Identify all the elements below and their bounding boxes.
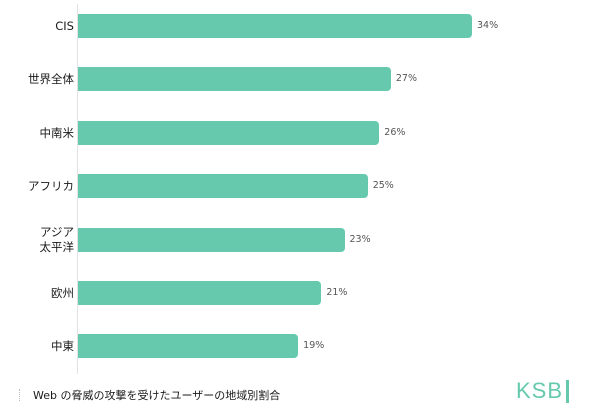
caption-marker	[19, 389, 21, 401]
bar	[78, 174, 368, 198]
category-label: 欧州	[51, 281, 74, 305]
bar-row-cis: CIS 34%	[0, 14, 600, 38]
category-label: アジア 太平洋	[39, 225, 75, 254]
value-label: 19%	[303, 340, 325, 351]
value-label: 34%	[477, 20, 499, 31]
value-label: 26%	[384, 127, 406, 138]
bar	[78, 281, 322, 305]
category-label: 中南米	[40, 121, 75, 145]
logo-bar-icon	[566, 379, 570, 403]
ksb-logo: KSB	[516, 378, 570, 404]
category-label-text: 欧州	[51, 285, 74, 300]
bar-row-world: 世界全体 27%	[0, 67, 600, 91]
bar-row-latin-america: 中南米 26%	[0, 121, 600, 145]
bar-row-asia-pacific: アジア 太平洋 23%	[0, 225, 600, 254]
logo-text: KSB	[516, 378, 564, 403]
bar	[78, 14, 472, 38]
category-label: アフリカ	[28, 174, 74, 198]
category-label-text: CIS	[55, 18, 74, 33]
bar-row-europe: 欧州 21%	[0, 281, 600, 305]
category-label: 世界全体	[28, 67, 74, 91]
bar	[78, 334, 299, 358]
bar-row-africa: アフリカ 25%	[0, 174, 600, 198]
value-label: 23%	[349, 234, 371, 245]
bar	[78, 121, 380, 145]
bar-row-middle-east: 中東 19%	[0, 334, 600, 358]
category-label-text: 中南米	[39, 125, 75, 140]
category-label: 中東	[51, 334, 74, 358]
category-label-text: 中東	[51, 338, 74, 353]
bar	[78, 228, 345, 252]
value-label: 27%	[395, 73, 417, 84]
category-label-text: 世界全体	[28, 71, 74, 86]
value-label: 25%	[372, 180, 394, 191]
category-label-line1: アジア	[39, 225, 74, 239]
category-label-line2: 太平洋	[39, 240, 75, 254]
value-label: 21%	[326, 287, 348, 298]
chart-caption: Web の脅威の攻撃を受けたユーザーの地域別割合	[33, 389, 281, 402]
y-axis-line	[77, 4, 78, 374]
bar	[78, 67, 391, 91]
category-label: CIS	[55, 14, 74, 38]
category-label-text: アフリカ	[28, 178, 74, 193]
